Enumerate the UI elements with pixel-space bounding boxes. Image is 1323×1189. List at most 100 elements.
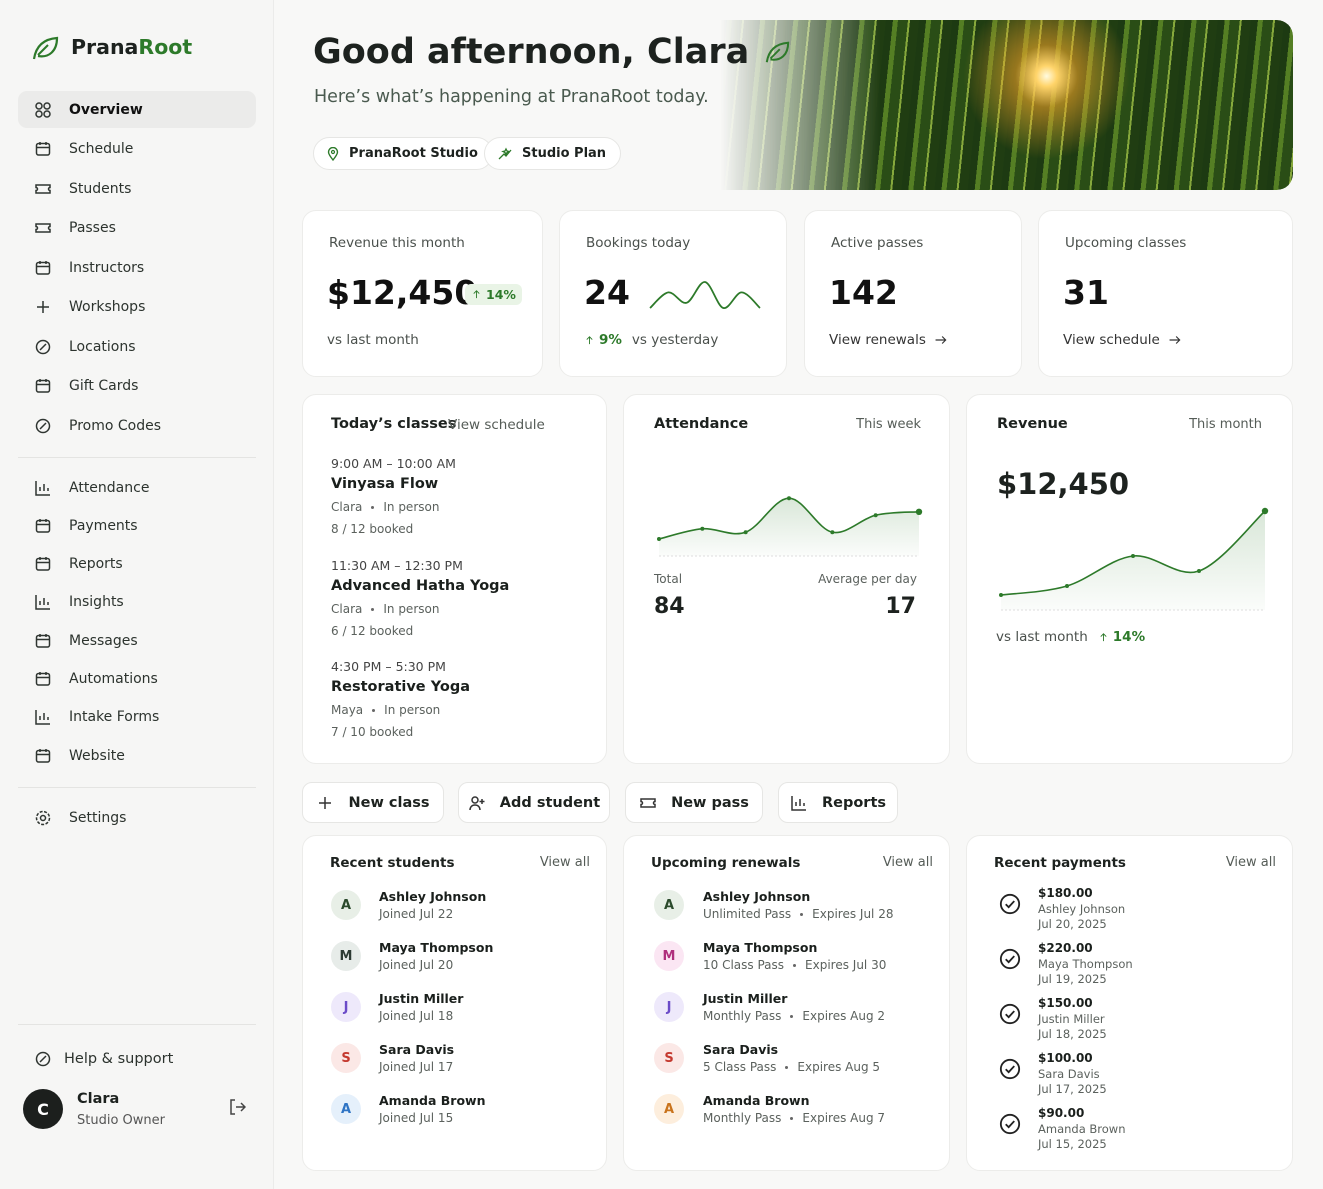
- student-detail: Joined Jul 20: [379, 958, 454, 972]
- icon: [35, 183, 51, 194]
- card-link[interactable]: View schedule: [448, 417, 545, 433]
- nav-item[interactable]: Messages: [18, 622, 256, 659]
- total-label: Total: [654, 572, 683, 586]
- point: [657, 537, 661, 541]
- logout-icon[interactable]: [228, 1098, 246, 1116]
- renewal-meta: Unlimited Pass Expires Jul 28: [703, 907, 893, 921]
- action-label: New pass: [671, 794, 749, 811]
- nav-item[interactable]: Overview: [18, 91, 256, 128]
- action-label: New class: [348, 794, 430, 811]
- class-booked: 6 / 12 booked: [331, 623, 414, 638]
- nav-item[interactable]: Payments: [18, 507, 256, 544]
- nav-item[interactable]: Locations: [18, 328, 256, 365]
- nav-label: Overview: [69, 101, 143, 118]
- instructor: Maya: [331, 703, 364, 717]
- divider: [18, 457, 256, 458]
- pass: Monthly Pass: [703, 1111, 782, 1125]
- nav-item[interactable]: Attendance: [18, 469, 256, 506]
- stat-label: Bookings today: [586, 235, 691, 251]
- help-link[interactable]: Help & support: [18, 1040, 256, 1077]
- pass: 5 Class Pass: [703, 1060, 777, 1074]
- card-link[interactable]: View all: [539, 855, 590, 870]
- nav-item[interactable]: Passes: [18, 210, 256, 247]
- expires: Expires Jul 28: [791, 907, 893, 921]
- card-link[interactable]: View all: [882, 855, 933, 870]
- revenue-card: Revenue This month $12,450 vs last month 14%: [966, 394, 1293, 764]
- icon-part: [35, 109, 43, 118]
- change: 14%: [486, 287, 516, 302]
- nav-item[interactable]: Settings: [18, 799, 256, 836]
- action-button[interactable]: New class: [302, 782, 444, 823]
- pass: Unlimited Pass: [703, 907, 792, 921]
- class-meta: Maya In person: [331, 703, 440, 717]
- stat-link[interactable]: View schedule: [1063, 332, 1182, 348]
- stat-label: Upcoming classes: [1065, 235, 1187, 251]
- attendance-card: Attendance This week Total 84 Average per da…: [623, 394, 950, 764]
- avg-label: Average per day: [818, 572, 917, 586]
- icon-part: [35, 183, 51, 194]
- class-name: Advanced Hatha Yoga: [331, 577, 510, 594]
- action-button[interactable]: Reports: [778, 782, 898, 823]
- icon: [319, 796, 332, 809]
- nav-item[interactable]: Students: [18, 170, 256, 207]
- nav-item[interactable]: Workshops: [18, 289, 256, 326]
- nav-item[interactable]: Promo Codes: [18, 407, 256, 444]
- icon: [35, 101, 51, 118]
- mode: In person: [362, 602, 439, 616]
- icon-part: [473, 290, 480, 299]
- stat-note: vs last month: [327, 332, 419, 348]
- class-meta: Clara In person: [331, 602, 439, 616]
- payment-name: Maya Thompson: [1038, 957, 1133, 971]
- action-button[interactable]: Add student: [458, 782, 610, 823]
- chip[interactable]: PranaRoot Studio: [313, 137, 493, 170]
- nav-item[interactable]: Insights: [18, 584, 256, 621]
- renewal-meta: Monthly Pass Expires Aug 7: [703, 1111, 885, 1125]
- student-name: Maya Thompson: [379, 940, 494, 955]
- icon-part: [35, 339, 51, 354]
- icon-part: [36, 672, 50, 679]
- nav-item[interactable]: Website: [18, 737, 256, 774]
- renewal-name: Ashley Johnson: [703, 889, 811, 904]
- icon-part: [35, 418, 51, 433]
- renewal-meta: 5 Class Pass Expires Aug 5: [703, 1060, 880, 1074]
- icon: [469, 795, 485, 810]
- note: vs last month: [996, 629, 1088, 645]
- nav-label: Insights: [69, 594, 124, 611]
- icon: [35, 595, 50, 611]
- card-title: Recent students: [330, 855, 455, 871]
- action-button[interactable]: New pass: [625, 782, 763, 823]
- icon-part: [999, 1003, 1021, 1025]
- icon-part: [35, 710, 50, 726]
- point: [999, 593, 1003, 597]
- payment-amount: $90.00: [1038, 1106, 1085, 1120]
- stat-link[interactable]: View renewals: [829, 332, 948, 348]
- icon-part: [471, 795, 479, 804]
- icon-part: [35, 749, 51, 763]
- nav-item[interactable]: Instructors: [18, 249, 256, 286]
- icon-part: [1005, 1065, 1015, 1074]
- chip[interactable]: Studio Plan: [484, 137, 622, 170]
- stat-value: 31: [1063, 273, 1109, 312]
- icon: [35, 379, 51, 393]
- subtitle: Here’s what’s happening at PranaRoot tod…: [314, 87, 709, 107]
- icon-part: [36, 748, 50, 755]
- card-link[interactable]: View all: [1225, 855, 1276, 870]
- point: [873, 513, 878, 518]
- point: [787, 496, 791, 501]
- stat-value: 24: [584, 273, 630, 312]
- nav-item[interactable]: Schedule: [18, 131, 256, 168]
- nav-item[interactable]: Intake Forms: [18, 699, 256, 736]
- stat-note-row: 9% vs yesterday: [584, 332, 718, 348]
- icon-part: [35, 379, 51, 393]
- point: [1261, 507, 1269, 515]
- icon: [586, 335, 593, 344]
- sidebar: PranaRoot Overview Schedule Students Passes…: [0, 0, 274, 1189]
- nav-item[interactable]: Gift Cards: [18, 368, 256, 405]
- user-avatar: C: [23, 1089, 63, 1129]
- nav-item[interactable]: Automations: [18, 661, 256, 698]
- nav-label: Help & support: [64, 1050, 174, 1067]
- class-booked: 7 / 10 booked: [331, 725, 414, 739]
- icon-part: [1005, 900, 1015, 909]
- revenue-note: vs last month 14%: [996, 629, 1145, 645]
- nav-item[interactable]: Reports: [18, 546, 256, 583]
